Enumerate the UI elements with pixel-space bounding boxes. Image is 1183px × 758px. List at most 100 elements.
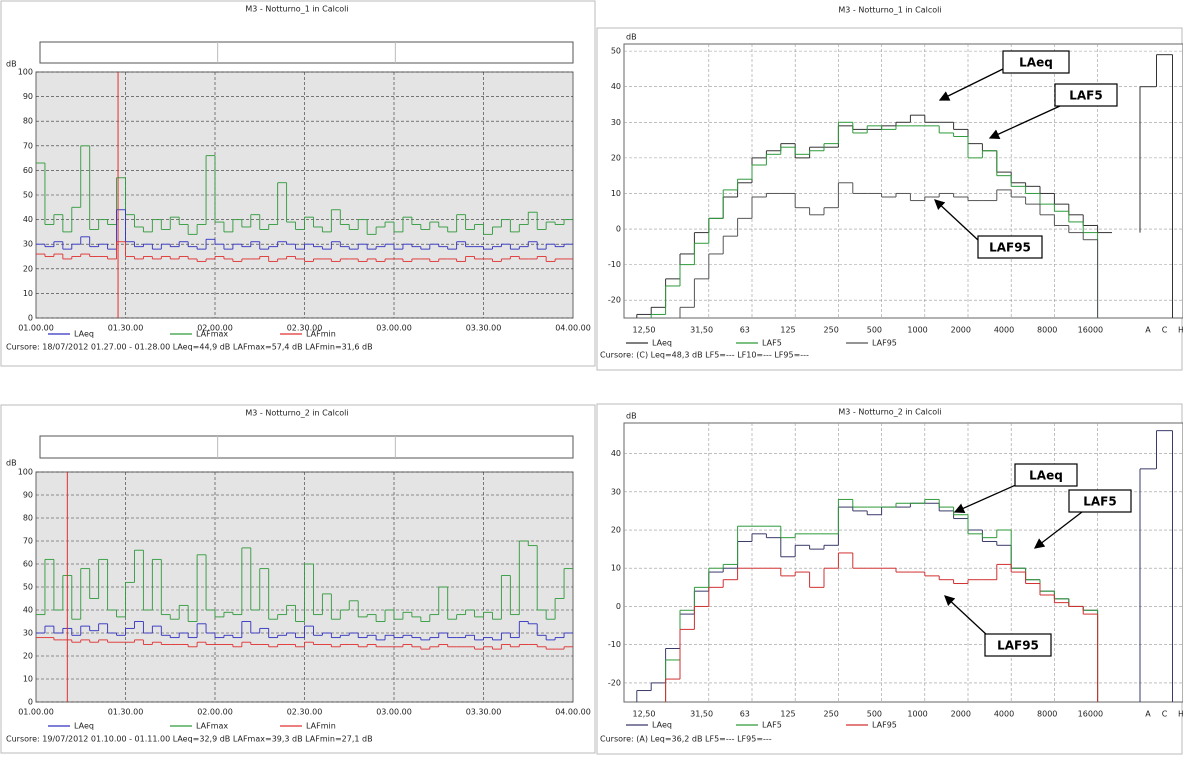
y-tick-label: 40 — [23, 606, 33, 615]
panel-frame — [0, 404, 596, 754]
x-tick-label: H — [1178, 710, 1183, 719]
x-tick-label: 16000 — [1078, 326, 1103, 335]
annotation-arrow — [944, 595, 989, 637]
y-tick-label: 20 — [23, 652, 33, 661]
y-axis-label: dB — [626, 33, 637, 42]
y-tick-label: 0 — [28, 698, 33, 707]
y-tick-label: -10 — [608, 260, 621, 269]
chart: M3 - Notturno_2 in Calcoli dB -20 -10 0 10 20 3… — [600, 408, 1183, 744]
x-tick-label: H — [1178, 326, 1183, 335]
x-tick-label: 02.30.00 — [287, 708, 323, 717]
y-tick-label: 100 — [18, 68, 33, 77]
plot-clip — [636, 430, 1173, 702]
x-tick-label: 4000 — [994, 326, 1014, 335]
legend-label: LAF5 — [762, 339, 782, 348]
x-tick-label: A — [1145, 710, 1151, 719]
x-tick-label: 02.00.00 — [197, 708, 233, 717]
y-tick-label: 20 — [611, 526, 621, 535]
x-tick-label: 12,50 — [633, 326, 656, 335]
cursor-readout: Cursore: 19/07/2012 01.10.00 - 01.11.00 … — [6, 735, 373, 744]
y-tick-label: 10 — [23, 289, 33, 298]
x-tick-label: 2000 — [951, 326, 971, 335]
y-tick-label: -20 — [608, 296, 621, 305]
annotation-box — [977, 235, 1043, 259]
y-tick-label: 60 — [23, 166, 33, 175]
cursor-readout: Cursore: (A) Leq=36,2 dB LF5=--- LF95=--… — [600, 735, 772, 744]
x-tick-label: 02.00.00 — [197, 324, 233, 333]
legend-label: LAF95 — [872, 721, 897, 730]
x-tick-label: 01.30.00 — [108, 708, 144, 717]
y-tick-label: 50 — [23, 191, 33, 200]
legend-label: LAFmin — [306, 330, 336, 339]
annotation-arrow — [953, 483, 1019, 514]
y-tick-label: 80 — [23, 514, 33, 523]
legend-label: LAFmin — [306, 722, 336, 731]
chart-title: M3 - Notturno_2 in Calcoli — [245, 409, 348, 418]
y-tick-label: 10 — [611, 189, 621, 198]
y-tick-label: 20 — [23, 264, 33, 273]
annotation-box — [984, 633, 1052, 657]
cursor-readout: Cursore: 18/07/2012 01.27.00 - 01.28.00 … — [6, 343, 373, 352]
x-tick-label: 16000 — [1078, 710, 1103, 719]
plot-area — [623, 422, 1183, 703]
x-tick-label: 03.30.00 — [466, 708, 502, 717]
y-tick-label: 40 — [611, 449, 621, 458]
x-tick-label: 250 — [824, 326, 839, 335]
x-tick-label: 01.00.00 — [18, 324, 54, 333]
y-tick-label: 30 — [23, 629, 33, 638]
x-tick-label: 4000 — [994, 710, 1014, 719]
x-tick-label: 500 — [867, 710, 882, 719]
y-tick-label: 0 — [28, 314, 33, 323]
y-tick-label: 40 — [611, 82, 621, 91]
x-tick-label: 04.00.00 — [555, 708, 591, 717]
plot-clip — [636, 54, 1173, 318]
annotation-arrow — [934, 199, 979, 241]
x-tick-label: 250 — [824, 710, 839, 719]
legend-label: LAeq — [652, 721, 672, 730]
y-tick-label: 90 — [23, 92, 33, 101]
y-tick-label: 30 — [611, 487, 621, 496]
x-tick-label: 03.30.00 — [466, 324, 502, 333]
annotation-label: LAF5 — [1083, 495, 1116, 509]
x-tick-label: 01.30.00 — [108, 324, 144, 333]
legend-label: LAF5 — [762, 721, 782, 730]
x-tick-label: 1000 — [907, 710, 927, 719]
y-axis-label: dB — [6, 60, 17, 69]
chart-title: M3 - Notturno_1 in Calcoli — [245, 5, 348, 14]
x-tick-label: 03.00.00 — [376, 324, 412, 333]
annotation-box — [1014, 463, 1078, 487]
x-tick-label: 1000 — [907, 326, 927, 335]
y-tick-label: 50 — [611, 47, 621, 56]
annotation-arrow — [938, 67, 1006, 101]
annotation-label: LAF95 — [989, 241, 1031, 255]
x-tick-label: C — [1162, 710, 1168, 719]
legend-label: LAF95 — [872, 339, 897, 348]
overview-strip — [39, 41, 574, 64]
x-tick-label: 02.30.00 — [287, 324, 323, 333]
x-tick-label: 63 — [740, 326, 750, 335]
x-tick-label: 01.00.00 — [18, 708, 54, 717]
x-tick-label: 125 — [780, 326, 795, 335]
y-tick-label: 30 — [611, 118, 621, 127]
y-axis-label: dB — [6, 459, 17, 468]
legend-label: LAeq — [74, 330, 94, 339]
y-tick-label: 90 — [23, 491, 33, 500]
annotation-box — [1002, 50, 1070, 74]
chart-title: M3 - Notturno_2 in Calcoli — [838, 408, 941, 417]
x-tick-label: 125 — [780, 710, 795, 719]
x-tick-label: 500 — [867, 326, 882, 335]
annotation-label: LAeq — [1019, 56, 1053, 70]
x-tick-label: 2000 — [951, 710, 971, 719]
y-tick-label: 100 — [18, 468, 33, 477]
x-tick-label: 31,50 — [690, 326, 713, 335]
annotation-arrow — [1033, 511, 1083, 549]
y-tick-label: 10 — [611, 564, 621, 573]
y-tick-label: 70 — [23, 537, 33, 546]
legend-label: LAFmax — [196, 722, 228, 731]
y-axis-label: dB — [626, 412, 637, 421]
legend-label: LAeq — [652, 339, 672, 348]
chart: M3 - Notturno_1 in Calcoli dB -20 -10 0 10 20 3… — [600, 6, 1183, 360]
legend-label: LAFmax — [196, 330, 228, 339]
